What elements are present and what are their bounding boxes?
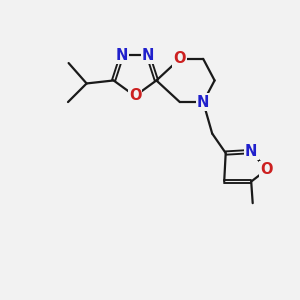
Text: O: O [173,51,186,66]
Text: O: O [260,162,273,177]
Text: N: N [245,144,257,159]
Text: N: N [142,48,155,63]
Text: N: N [197,94,209,110]
Text: N: N [116,48,128,63]
Text: O: O [129,88,141,104]
